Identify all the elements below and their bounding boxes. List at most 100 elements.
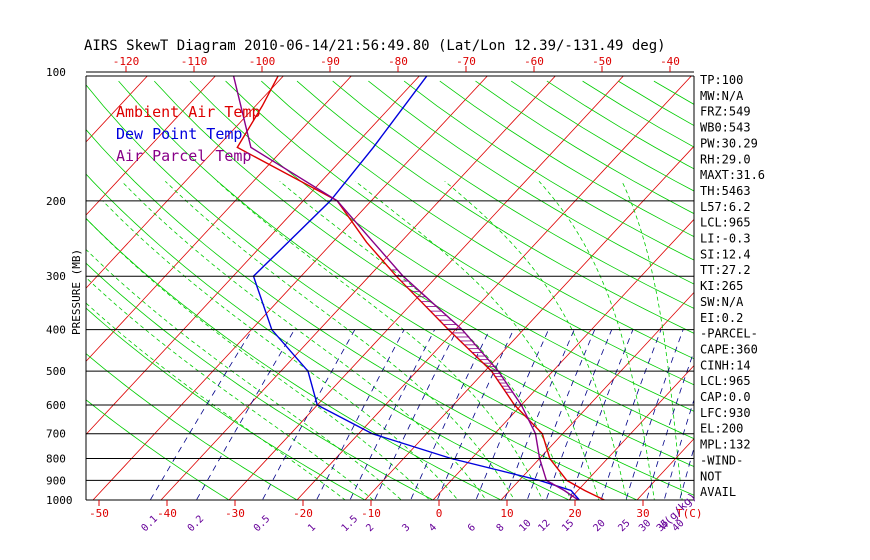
pressure-tick-label: 400 [46, 324, 66, 337]
pressure-tick-label: 600 [46, 399, 66, 412]
index-entry: KI:265 [700, 279, 743, 293]
index-entry: TH:5463 [700, 184, 751, 198]
mixing-ratio-label: 8 [495, 522, 507, 534]
mixing-ratio-line [526, 329, 596, 500]
dry-adiabat-line [86, 307, 366, 500]
mixing-ratio-label: 2 [364, 522, 376, 534]
dry-adiabat-line [86, 217, 502, 500]
bottom-temp-label: 30 [636, 507, 649, 520]
top-temp-label: -50 [592, 55, 612, 68]
index-entry: L57:6.2 [700, 200, 751, 214]
top-temp-label: -60 [524, 55, 544, 68]
dry-adiabat-line [86, 262, 434, 500]
dry-adiabat-line [475, 80, 694, 215]
top-temp-label: -80 [388, 55, 408, 68]
mixing-ratio-line [545, 329, 613, 500]
bottom-temp-label: 10 [500, 507, 513, 520]
moist-adiabat-line [102, 200, 459, 500]
mixing-ratio-label: 1.5 [340, 514, 361, 535]
top-temp-label: -70 [456, 55, 476, 68]
mixing-ratio-line [349, 329, 435, 500]
mixing-ratio-label: 10 [517, 518, 533, 534]
mixing-ratio-line [149, 329, 253, 500]
index-entry: EL:200 [700, 422, 743, 436]
isotherm-line [765, 62, 870, 509]
legend: Ambient Air Temp Dew Point Temp Air Parc… [116, 103, 261, 165]
isotherm-line [364, 145, 694, 500]
dry-adiabat-line [86, 353, 298, 500]
index-entry: CAP:0.0 [700, 390, 751, 404]
mixing-ratio-label: 20 [591, 518, 607, 534]
pressure-tick-label: 900 [46, 474, 66, 487]
isotherm-line [86, 76, 216, 216]
index-entry: -PARCEL- [700, 327, 758, 341]
ambient-air-temp-line [236, 76, 606, 500]
isotherm-line [160, 76, 556, 500]
top-temp-label: -90 [320, 55, 340, 68]
legend-dew-point-temp: Dew Point Temp [116, 125, 242, 143]
index-entry: LFC:930 [700, 406, 751, 420]
isotherm-line [228, 76, 624, 500]
index-entry: MPL:132 [700, 438, 751, 452]
mixing-ratio-label: 25 [616, 518, 632, 534]
index-entry: FRZ:549 [700, 105, 751, 119]
mixing-ratio-label: 30 [637, 518, 653, 534]
dry-adiabat-line [261, 80, 694, 360]
index-entry: AVAIL [700, 485, 736, 499]
mixing-ratio-label: 12 [536, 518, 552, 534]
index-entry: LI:-0.3 [700, 232, 751, 246]
mixing-ratio-line [475, 329, 549, 500]
mixing-ratio-line [436, 329, 514, 500]
legend-ambient-air-temp: Ambient Air Temp [116, 103, 261, 121]
dry-adiabat-line [189, 80, 694, 412]
index-entry: MW:N/A [700, 89, 744, 103]
dry-adiabat-line [86, 173, 571, 500]
moist-adiabat-line [86, 248, 402, 500]
moist-adiabat-line [86, 302, 346, 500]
bottom-temp-label: -50 [89, 507, 109, 520]
bottom-temp-label: -10 [361, 507, 381, 520]
moist-adiabat-line [355, 180, 600, 500]
isotherm-line [86, 76, 352, 362]
pressure-tick-label: 300 [46, 270, 66, 283]
moist-adiabat-line [444, 180, 628, 500]
mixing-ratio-label: 6 [466, 522, 478, 534]
isotherm-line [833, 62, 870, 509]
bottom-temp-label: 0 [436, 507, 443, 520]
pressure-tick-label: 100 [46, 66, 66, 79]
mixing-ratio-label: 15 [560, 518, 576, 534]
dry-adiabat-line [86, 399, 230, 500]
isotherm-line [432, 218, 694, 500]
pressure-tick-label: 1000 [46, 494, 73, 507]
dry-adiabat-line [225, 80, 694, 386]
mixing-ratio-label: 1 [306, 522, 318, 534]
isotherm-line [296, 76, 692, 500]
index-entry: TT:27.2 [700, 263, 751, 277]
mixing-ratio-line [374, 329, 458, 500]
index-entry: NOT [700, 469, 722, 483]
isotherm-line [86, 76, 148, 143]
moist-adiabat-line [216, 180, 544, 500]
dew-point-temp-line [252, 76, 581, 500]
moist-adiabat-line [538, 181, 655, 500]
index-entry: SW:N/A [700, 295, 744, 309]
mixing-ratio-line [261, 329, 356, 500]
mixing-ratio-line [410, 329, 490, 500]
y-axis-label: PRESSURE (MB) [70, 249, 83, 335]
index-entry: CAPE:360 [700, 342, 758, 356]
pressure-tick-label: 800 [46, 453, 66, 466]
index-entry: LCL:965 [700, 374, 751, 388]
dry-adiabat-line [118, 80, 694, 468]
dry-adiabat-line [368, 80, 694, 285]
dry-adiabat-line [154, 80, 694, 440]
legend-air-parcel-temp: Air Parcel Temp [116, 147, 251, 165]
mixing-ratio-line [646, 350, 694, 500]
mixing-ratio-line [504, 329, 575, 500]
sounding-lines [232, 76, 606, 500]
bottom-temp-label: -30 [225, 507, 245, 520]
mixing-ratio-line [195, 329, 295, 500]
temp-units-label: T(C) [676, 507, 703, 520]
bottom-temp-label: 20 [568, 507, 581, 520]
dry-adiabat-line [403, 80, 694, 261]
